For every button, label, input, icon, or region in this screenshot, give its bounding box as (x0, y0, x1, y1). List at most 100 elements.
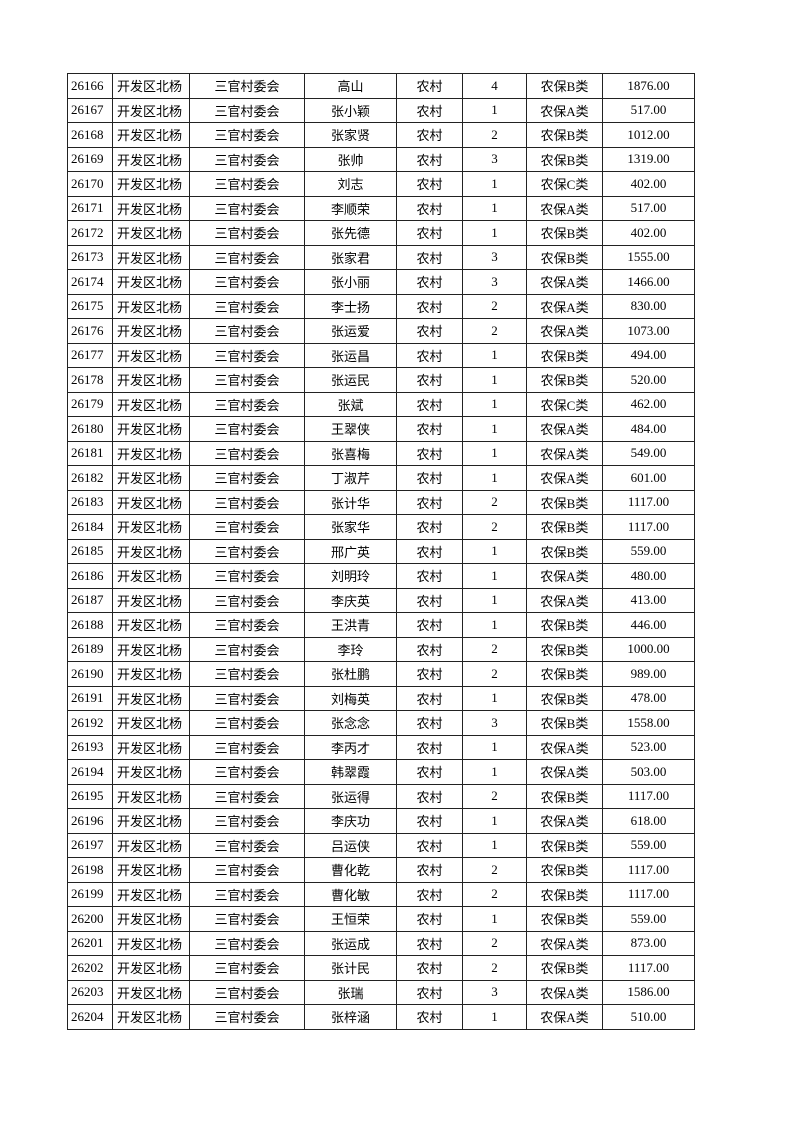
cell-id: 26169 (67, 146, 113, 172)
cell-area: 农村 (396, 759, 463, 785)
cell-committee: 三官村委会 (189, 930, 305, 956)
cell-committee: 三官村委会 (189, 514, 305, 540)
cell-area: 农村 (396, 930, 463, 956)
cell-category: 农保B类 (526, 538, 603, 564)
cell-count: 1 (462, 759, 527, 785)
cell-id: 26191 (67, 685, 113, 711)
cell-amount: 1073.00 (602, 318, 695, 344)
cell-district: 开发区北杨 (112, 440, 190, 466)
cell-district: 开发区北杨 (112, 391, 190, 417)
cell-category: 农保B类 (526, 881, 603, 907)
cell-count: 1 (462, 391, 527, 417)
cell-amount: 478.00 (602, 685, 695, 711)
cell-name: 李丙才 (304, 734, 397, 760)
cell-id: 26186 (67, 563, 113, 589)
cell-id: 26166 (67, 73, 113, 99)
cell-category: 农保A类 (526, 979, 603, 1005)
cell-district: 开发区北杨 (112, 832, 190, 858)
cell-area: 农村 (396, 955, 463, 981)
cell-amount: 1117.00 (602, 857, 695, 883)
cell-district: 开发区北杨 (112, 73, 190, 99)
cell-amount: 413.00 (602, 587, 695, 613)
cell-committee: 三官村委会 (189, 244, 305, 270)
cell-id: 26183 (67, 489, 113, 515)
table-row: 26174 开发区北杨 三官村委会 张小丽 农村 3 农保A类 1466.00 (67, 269, 695, 295)
cell-area: 农村 (396, 146, 463, 172)
cell-name: 李庆功 (304, 808, 397, 834)
cell-area: 农村 (396, 367, 463, 393)
cell-district: 开发区北杨 (112, 538, 190, 564)
cell-committee: 三官村委会 (189, 636, 305, 662)
cell-area: 农村 (396, 636, 463, 662)
cell-amount: 503.00 (602, 759, 695, 785)
cell-area: 农村 (396, 979, 463, 1005)
table-row: 26187 开发区北杨 三官村委会 李庆英 农村 1 农保A类 413.00 (67, 587, 695, 613)
table-row: 26179 开发区北杨 三官村委会 张斌 农村 1 农保C类 462.00 (67, 391, 695, 417)
cell-amount: 830.00 (602, 293, 695, 319)
cell-amount: 510.00 (602, 1004, 695, 1030)
cell-category: 农保B类 (526, 612, 603, 638)
cell-count: 1 (462, 587, 527, 613)
cell-district: 开发区北杨 (112, 416, 190, 442)
cell-committee: 三官村委会 (189, 538, 305, 564)
cell-district: 开发区北杨 (112, 808, 190, 834)
cell-count: 1 (462, 342, 527, 368)
cell-amount: 462.00 (602, 391, 695, 417)
cell-id: 26179 (67, 391, 113, 417)
table-row: 26178 开发区北杨 三官村委会 张运民 农村 1 农保B类 520.00 (67, 367, 695, 393)
cell-id: 26193 (67, 734, 113, 760)
cell-count: 2 (462, 783, 527, 809)
cell-area: 农村 (396, 906, 463, 932)
cell-district: 开发区北杨 (112, 685, 190, 711)
cell-category: 农保A类 (526, 293, 603, 319)
cell-name: 张计华 (304, 489, 397, 515)
cell-committee: 三官村委会 (189, 318, 305, 344)
cell-count: 2 (462, 489, 527, 515)
cell-committee: 三官村委会 (189, 416, 305, 442)
cell-committee: 三官村委会 (189, 808, 305, 834)
table-row: 26167 开发区北杨 三官村委会 张小颖 农村 1 农保A类 517.00 (67, 97, 695, 123)
cell-category: 农保B类 (526, 244, 603, 270)
cell-district: 开发区北杨 (112, 195, 190, 221)
cell-id: 26174 (67, 269, 113, 295)
cell-name: 张运爱 (304, 318, 397, 344)
table-row: 26184 开发区北杨 三官村委会 张家华 农村 2 农保B类 1117.00 (67, 514, 695, 540)
cell-category: 农保A类 (526, 195, 603, 221)
cell-category: 农保C类 (526, 391, 603, 417)
cell-amount: 559.00 (602, 538, 695, 564)
table-row: 26175 开发区北杨 三官村委会 李士扬 农村 2 农保A类 830.00 (67, 293, 695, 319)
cell-committee: 三官村委会 (189, 367, 305, 393)
cell-count: 2 (462, 930, 527, 956)
cell-id: 26171 (67, 195, 113, 221)
table-row: 26186 开发区北杨 三官村委会 刘明玲 农村 1 农保A类 480.00 (67, 563, 695, 589)
cell-amount: 1319.00 (602, 146, 695, 172)
table-row: 26189 开发区北杨 三官村委会 李玲 农村 2 农保B类 1000.00 (67, 636, 695, 662)
cell-district: 开发区北杨 (112, 710, 190, 736)
cell-id: 26202 (67, 955, 113, 981)
cell-id: 26184 (67, 514, 113, 540)
cell-id: 26200 (67, 906, 113, 932)
cell-amount: 1555.00 (602, 244, 695, 270)
table-row: 26191 开发区北杨 三官村委会 刘梅英 农村 1 农保B类 478.00 (67, 685, 695, 711)
cell-count: 1 (462, 832, 527, 858)
cell-district: 开发区北杨 (112, 514, 190, 540)
cell-district: 开发区北杨 (112, 881, 190, 907)
cell-amount: 1117.00 (602, 783, 695, 809)
cell-count: 3 (462, 979, 527, 1005)
cell-id: 26180 (67, 416, 113, 442)
cell-category: 农保A类 (526, 440, 603, 466)
cell-name: 张运民 (304, 367, 397, 393)
cell-count: 3 (462, 146, 527, 172)
cell-count: 3 (462, 710, 527, 736)
cell-district: 开发区北杨 (112, 146, 190, 172)
cell-name: 李玲 (304, 636, 397, 662)
cell-name: 李士扬 (304, 293, 397, 319)
cell-category: 农保B类 (526, 685, 603, 711)
cell-name: 张先德 (304, 220, 397, 246)
cell-committee: 三官村委会 (189, 269, 305, 295)
cell-name: 张计民 (304, 955, 397, 981)
cell-name: 吕运侠 (304, 832, 397, 858)
cell-category: 农保B类 (526, 367, 603, 393)
cell-id: 26198 (67, 857, 113, 883)
cell-category: 农保B类 (526, 342, 603, 368)
